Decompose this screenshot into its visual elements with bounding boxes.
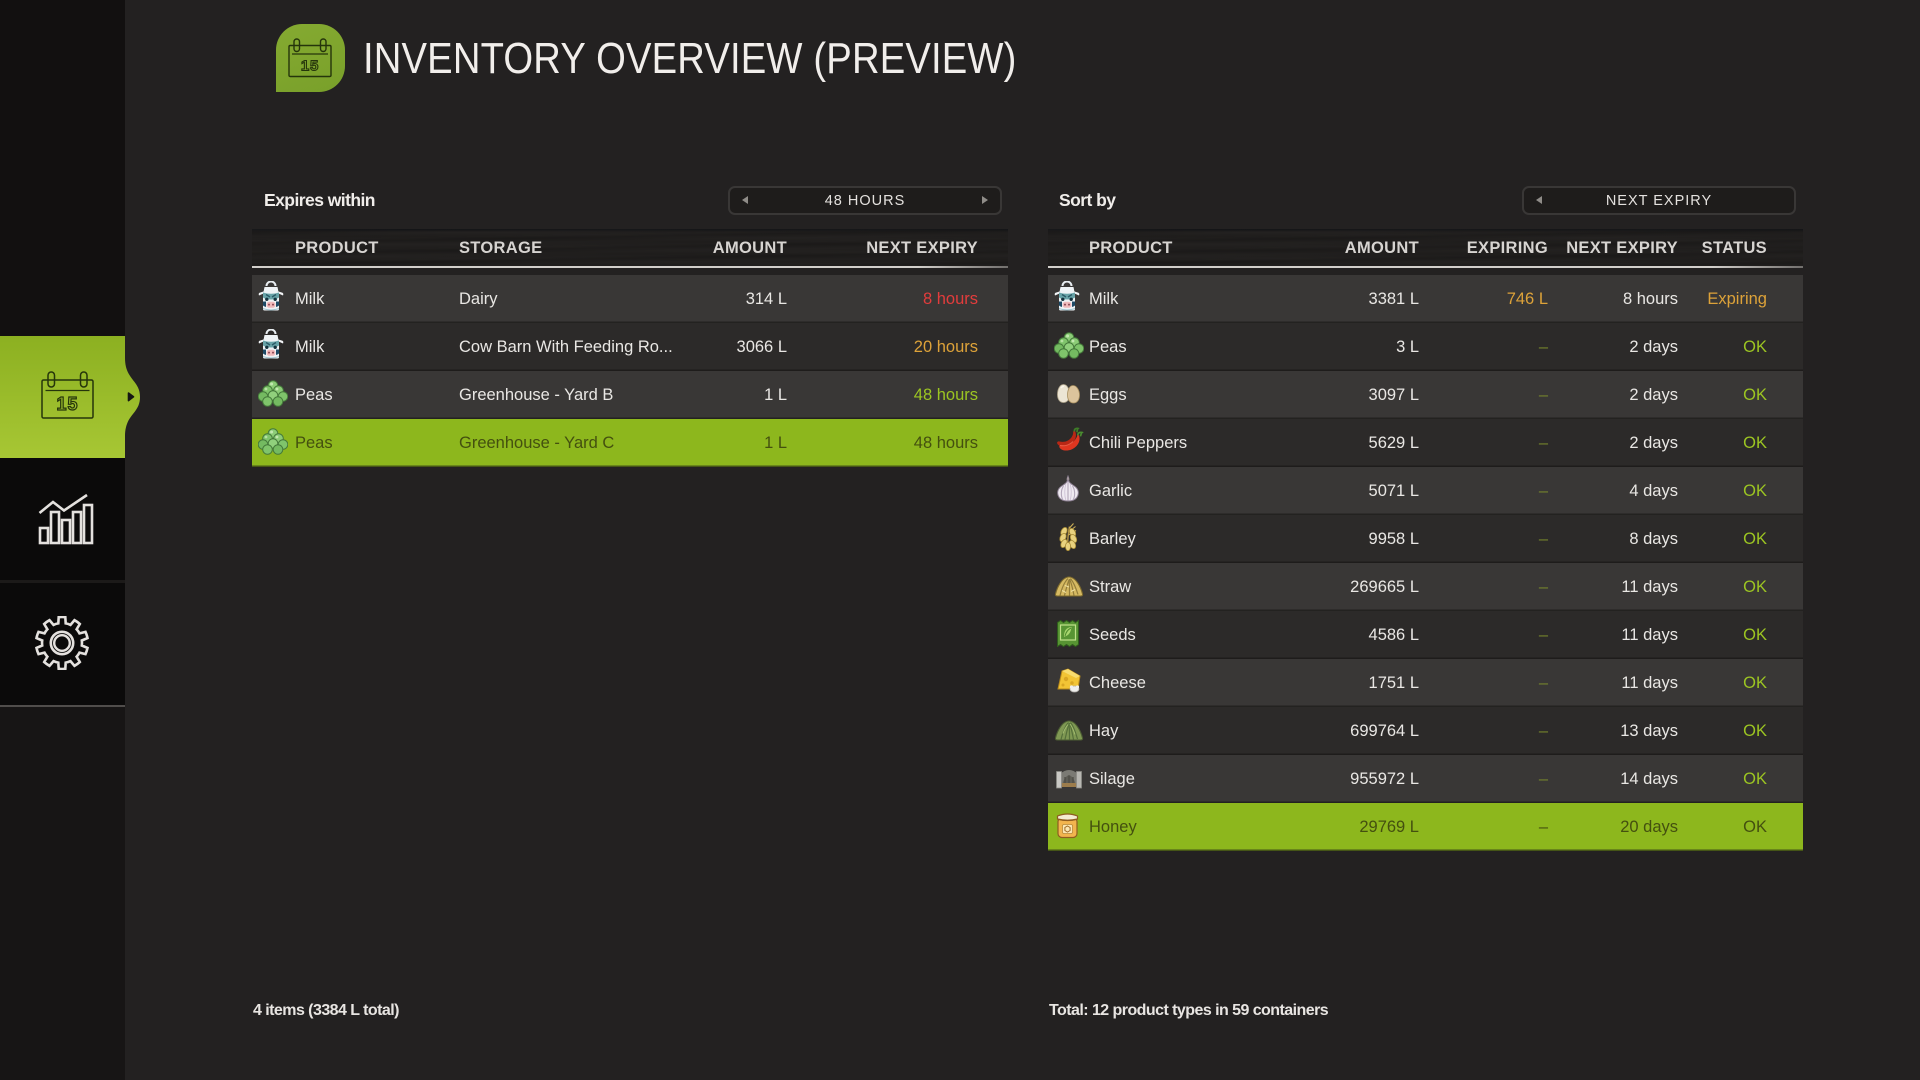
svg-text:15: 15: [56, 394, 78, 414]
svg-text:15: 15: [301, 58, 319, 75]
